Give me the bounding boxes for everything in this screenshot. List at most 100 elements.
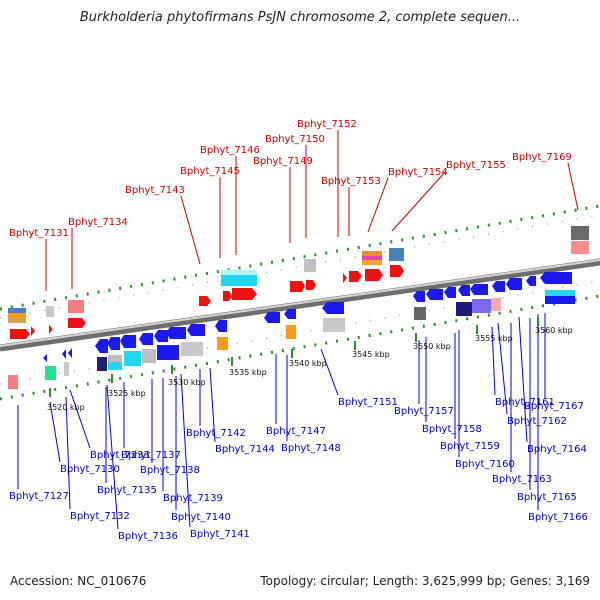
gene-feature[interactable]	[199, 296, 211, 306]
gene-feature[interactable]	[31, 326, 35, 336]
gene-label[interactable]: Bphyt_7137	[121, 450, 181, 461]
gene-feature[interactable]	[506, 278, 522, 290]
gene-label[interactable]: Bphyt_7138	[140, 465, 200, 476]
gene-label[interactable]: Bphyt_7132	[70, 511, 130, 522]
feature-box[interactable]	[46, 306, 54, 317]
gene-label[interactable]: Bphyt_7148	[281, 443, 341, 454]
feature-box[interactable]	[8, 313, 26, 318]
feature-box[interactable]	[362, 251, 382, 256]
gene-feature[interactable]	[120, 335, 136, 348]
gene-label[interactable]: Bphyt_7167	[524, 401, 584, 412]
feature-box[interactable]	[362, 256, 382, 260]
gene-label[interactable]: Bphyt_7164	[527, 444, 587, 455]
gene-label[interactable]: Bphyt_7151	[338, 397, 398, 408]
gene-label[interactable]: Bphyt_7143	[125, 185, 185, 196]
gene-feature[interactable]	[426, 289, 443, 300]
gene-label[interactable]: Bphyt_7139	[163, 493, 223, 504]
gene-label[interactable]: Bphyt_7130	[60, 464, 120, 475]
gene-feature[interactable]	[223, 291, 232, 301]
gene-feature[interactable]	[68, 348, 72, 358]
gene-feature[interactable]	[322, 302, 344, 314]
feature-box[interactable]	[68, 300, 84, 313]
gene-feature[interactable]	[444, 287, 456, 298]
gene-feature[interactable]	[232, 288, 257, 300]
gene-label[interactable]: Bphyt_7150	[265, 134, 325, 145]
gene-label[interactable]: Bphyt_7153	[321, 176, 381, 187]
feature-box[interactable]	[217, 337, 228, 350]
gene-feature[interactable]	[49, 325, 53, 334]
feature-box[interactable]	[124, 351, 141, 366]
feature-box[interactable]	[45, 366, 56, 380]
gene-feature[interactable]	[187, 324, 205, 336]
gene-feature[interactable]	[166, 327, 186, 339]
gene-label[interactable]: Bphyt_7144	[215, 444, 275, 455]
gene-label[interactable]: Bphyt_7160	[455, 459, 515, 470]
gene-label[interactable]: Bphyt_7135	[97, 485, 157, 496]
gene-feature[interactable]	[284, 309, 296, 319]
gene-label[interactable]: Bphyt_7149	[253, 156, 313, 167]
feature-box[interactable]	[108, 355, 122, 362]
gene-label[interactable]: Bphyt_7140	[171, 512, 231, 523]
gene-feature[interactable]	[68, 318, 86, 328]
gene-label[interactable]: Bphyt_7163	[492, 474, 552, 485]
feature-box[interactable]	[571, 226, 589, 240]
feature-box[interactable]	[108, 362, 122, 370]
gene-label[interactable]: Bphyt_7145	[180, 166, 240, 177]
gene-feature[interactable]	[139, 333, 153, 345]
gene-feature[interactable]	[10, 329, 30, 339]
gene-label[interactable]: Bphyt_7142	[186, 428, 246, 439]
gene-label[interactable]: Bphyt_7162	[507, 416, 567, 427]
feature-box[interactable]	[8, 308, 26, 313]
feature-box[interactable]	[323, 318, 345, 332]
gene-label[interactable]: Bphyt_7133	[90, 450, 150, 461]
gene-label[interactable]: Bphyt_7154	[388, 167, 448, 178]
feature-box[interactable]	[8, 318, 26, 323]
gene-feature[interactable]	[458, 285, 470, 296]
gene-label[interactable]: Bphyt_7155	[446, 160, 506, 171]
gene-feature[interactable]	[43, 354, 47, 362]
feature-box[interactable]	[491, 298, 501, 311]
gene-label[interactable]: Bphyt_7147	[266, 426, 326, 437]
feature-box[interactable]	[362, 260, 382, 265]
gene-label[interactable]: Bphyt_7134	[68, 217, 128, 228]
gene-label[interactable]: Bphyt_7146	[200, 145, 260, 156]
feature-box[interactable]	[545, 290, 575, 296]
gene-feature[interactable]	[62, 349, 66, 359]
gene-feature[interactable]	[215, 320, 227, 332]
feature-box[interactable]	[142, 349, 156, 363]
feature-box[interactable]	[286, 325, 296, 339]
gene-feature[interactable]	[492, 281, 505, 292]
gene-label[interactable]: Bphyt_7161	[495, 397, 555, 408]
feature-box[interactable]	[472, 299, 491, 313]
gene-feature[interactable]	[306, 280, 316, 290]
feature-box[interactable]	[181, 342, 203, 356]
gene-feature[interactable]	[526, 276, 536, 286]
gene-feature[interactable]	[365, 269, 383, 281]
gene-feature[interactable]	[290, 281, 305, 292]
feature-box[interactable]	[304, 259, 316, 272]
gene-feature[interactable]	[470, 284, 488, 295]
gene-label[interactable]: Bphyt_7165	[517, 492, 577, 503]
gene-label[interactable]: Bphyt_7152	[297, 119, 357, 130]
gene-feature[interactable]	[413, 291, 425, 302]
gene-label[interactable]: Bphyt_7127	[9, 491, 69, 502]
feature-box[interactable]	[456, 302, 472, 316]
feature-box[interactable]	[571, 241, 589, 254]
gene-feature[interactable]	[343, 273, 347, 283]
gene-label[interactable]: Bphyt_7131	[9, 228, 69, 239]
gene-feature[interactable]	[107, 337, 120, 350]
feature-box[interactable]	[389, 248, 404, 261]
gene-label[interactable]: Bphyt_7136	[118, 531, 178, 542]
gene-label[interactable]: Bphyt_7169	[512, 152, 572, 163]
feature-box[interactable]	[221, 270, 257, 275]
gene-feature[interactable]	[264, 312, 280, 323]
feature-box[interactable]	[97, 357, 107, 371]
gene-label[interactable]: Bphyt_7157	[394, 406, 454, 417]
gene-feature[interactable]	[154, 330, 168, 342]
feature-box[interactable]	[64, 362, 69, 376]
gene-label[interactable]: Bphyt_7159	[440, 441, 500, 452]
gene-label[interactable]: Bphyt_7158	[422, 424, 482, 435]
gene-feature[interactable]	[540, 272, 572, 284]
feature-box[interactable]	[545, 296, 575, 304]
feature-box[interactable]	[414, 307, 426, 320]
